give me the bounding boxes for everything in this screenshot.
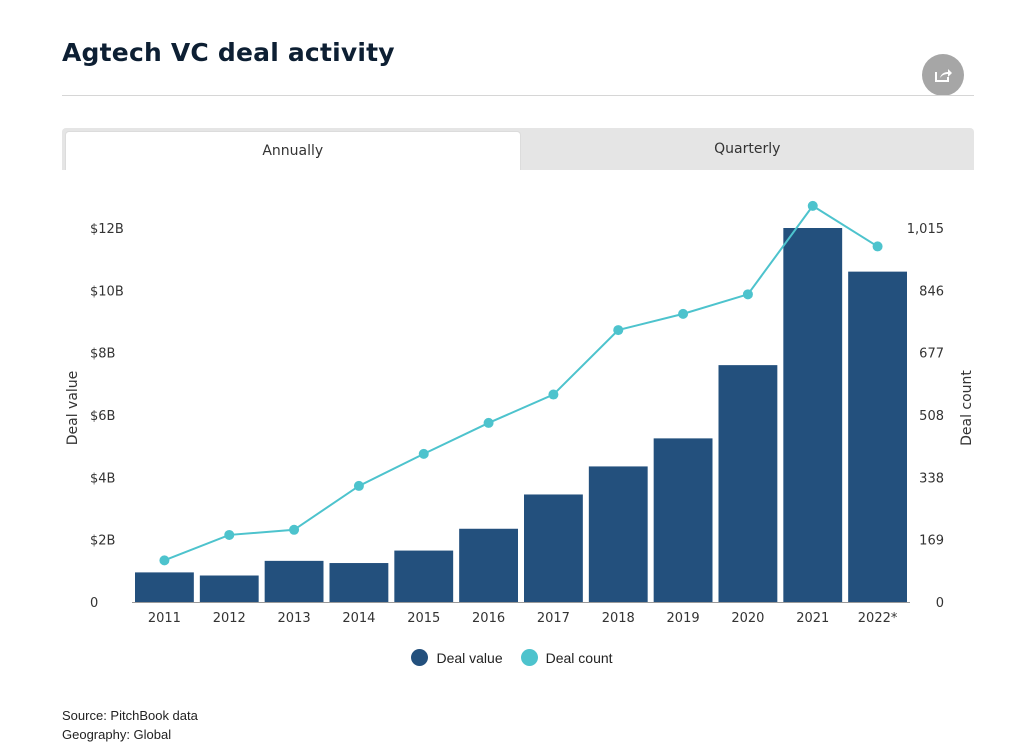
y-right-tick-label: 0 [936,596,944,611]
x-tick-label: 2022* [858,611,898,626]
point-deal-count[interactable] [872,241,883,252]
legend: Deal value Deal count [0,649,1024,666]
share-icon [935,69,952,82]
legend-label: Deal value [436,649,503,666]
y-right-tick-label: 1,015 [907,222,944,237]
point-deal-count[interactable] [742,289,753,300]
y-right-tick-label: 169 [919,534,944,549]
point-deal-count[interactable] [483,417,494,428]
legend-swatch-deal-value [411,649,429,666]
legend-swatch-deal-count [520,649,538,666]
point-deal-count[interactable] [613,325,624,336]
point-deal-count[interactable] [224,529,235,540]
legend-item-deal-value[interactable]: Deal value [411,649,503,666]
y-left-tick-label: $2B [90,534,115,549]
bar-deal-value[interactable] [329,563,389,602]
bar-deal-value[interactable] [783,228,843,602]
point-deal-count[interactable] [418,448,429,459]
y-left-tick-label: $8B [90,347,115,362]
y-right-tick-label: 677 [919,347,944,362]
y-axis-right-title: Deal count [959,370,975,446]
y-right-tick-label: 846 [919,284,944,299]
y-left-tick-label: $12B [90,222,124,237]
point-deal-count[interactable] [807,200,818,211]
x-tick-label: 2011 [148,611,181,626]
x-tick-label: 2014 [342,611,375,626]
bar-deal-value[interactable] [394,550,454,602]
bar-deal-value[interactable] [459,528,518,602]
legend-label: Deal count [545,649,613,666]
y-left-tick-label: 0 [90,596,98,611]
deal-count-line [159,200,883,566]
bar-deal-value[interactable] [135,572,194,602]
x-tick-label: 2017 [537,611,570,626]
legend-item-deal-count[interactable]: Deal count [520,649,613,666]
bar-deal-value[interactable] [848,271,907,602]
combo-chart: 0 $2B $4B $6B $8B $10B $12B 0 169 338 508 677 846 1,… [65,200,975,626]
x-tick-label: 2021 [796,611,829,626]
point-deal-count[interactable] [548,389,559,400]
tab-quarterly[interactable]: Quarterly [714,141,781,157]
period-tabs: Annually Quarterly [62,128,974,170]
x-tick-label: 2015 [407,611,440,626]
y-right-tick-label: 338 [919,471,944,486]
y-left-tick-label: $4B [90,471,115,486]
point-deal-count[interactable] [159,555,170,566]
title-divider [62,95,974,96]
geography-note: Geography: Global [62,727,172,742]
left-axis: 0 $2B $4B $6B $8B $10B $12B [90,222,124,611]
x-tick-label: 2019 [667,611,700,626]
x-tick-label: 2012 [213,611,246,626]
bar-deal-value[interactable] [653,438,713,602]
bar-deal-value[interactable] [524,494,583,602]
x-tick-label: 2013 [278,611,311,626]
y-left-tick-label: $10B [90,284,124,299]
point-deal-count[interactable] [353,480,364,491]
y-left-tick-label: $6B [90,409,115,424]
bar-deal-value[interactable] [718,365,778,602]
x-tick-label: 2018 [602,611,635,626]
y-right-tick-label: 508 [919,409,944,424]
x-tick-label: 2020 [731,611,764,626]
source-note: Source: PitchBook data [62,708,198,723]
right-axis: 0 169 338 508 677 846 1,015 [907,222,944,611]
y-axis-left-title: Deal value [65,371,81,446]
bar-deal-value[interactable] [264,560,324,602]
x-axis: 2011 2012 2013 2014 2015 2016 2017 2018 2019 2020… [132,602,910,626]
point-deal-count[interactable] [678,308,689,319]
chart-title: Agtech VC deal activity [62,38,395,67]
line-deal-count [164,204,879,562]
deal-value-bars [135,228,907,602]
bar-deal-value[interactable] [588,466,648,602]
bar-deal-value[interactable] [199,575,259,602]
tab-annually[interactable]: Annually [65,131,521,170]
footer-notes: Source: PitchBook data Geography: Global [62,706,198,744]
share-button[interactable] [922,54,964,96]
x-tick-label: 2016 [472,611,505,626]
point-deal-count[interactable] [289,524,300,535]
